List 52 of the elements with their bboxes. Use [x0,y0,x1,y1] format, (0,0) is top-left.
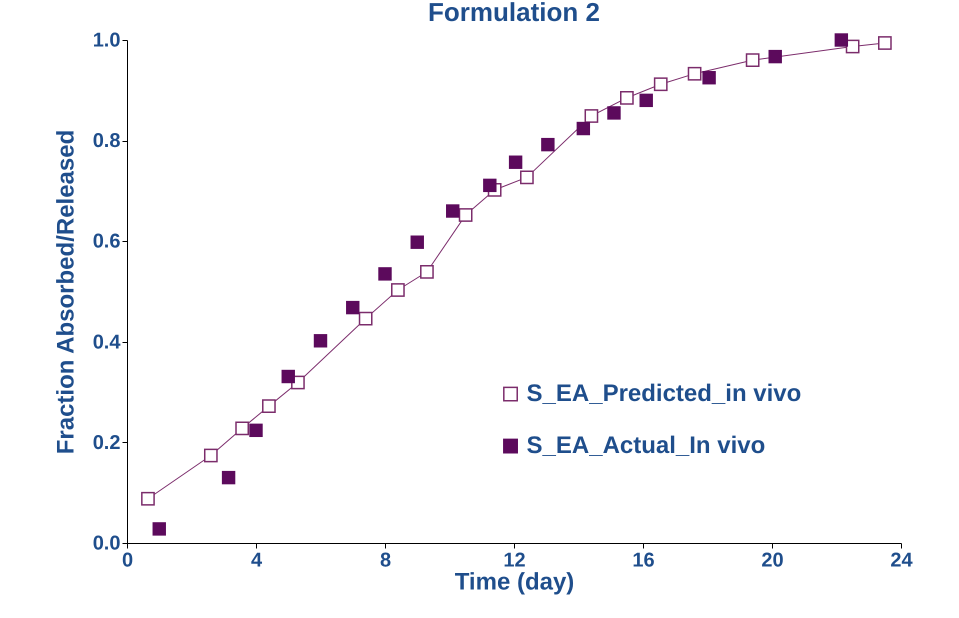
x-tick-label: 8 [380,550,392,572]
point [458,208,472,222]
point [346,300,360,314]
point [834,33,848,47]
x-tick-label: 20 [761,550,784,572]
point [152,522,166,536]
point [314,334,328,348]
point [520,170,534,184]
x-tick-label: 24 [890,550,914,572]
y-axis-title: Fraction Absorbed/Released [52,130,80,454]
point [640,94,653,108]
point [576,122,590,136]
y-tick-label: 0.2 [92,432,120,454]
point [204,448,218,462]
y-tick-label: 0.6 [92,230,120,253]
x-tick-label: 4 [250,550,263,572]
y-tick-label: 0.0 [92,532,120,554]
x-tick-label: 12 [503,550,526,572]
y-tick-label: 0.4 [92,331,122,354]
x-axis-title: Time (day) [454,568,574,596]
point [262,399,276,414]
legend-label: S_EA_Predicted_in vivo [526,380,802,408]
point [358,312,373,326]
point [654,77,668,92]
point [141,492,155,506]
point [446,204,460,218]
point [620,90,634,105]
point [746,53,760,67]
point [584,109,598,123]
x-tick-label: 0 [122,550,134,572]
point [222,470,236,484]
point [846,40,860,54]
point [391,283,405,297]
point [378,267,392,281]
point [768,50,782,64]
point [420,265,434,279]
point [508,156,522,169]
x-tick-label: 16 [632,550,655,572]
y-tick-label: 1.0 [92,30,120,52]
chart-title: Formulation 2 [428,0,600,27]
point [878,36,892,50]
point [541,138,555,152]
point [282,370,295,384]
legend-label: S_EA_Actual_In vivo [526,432,766,460]
point [702,71,716,84]
point [235,421,250,436]
point [410,236,424,249]
point [688,66,702,81]
point [249,424,263,438]
point [483,178,497,192]
y-tick-label: 0.8 [92,130,120,152]
point [607,106,621,120]
